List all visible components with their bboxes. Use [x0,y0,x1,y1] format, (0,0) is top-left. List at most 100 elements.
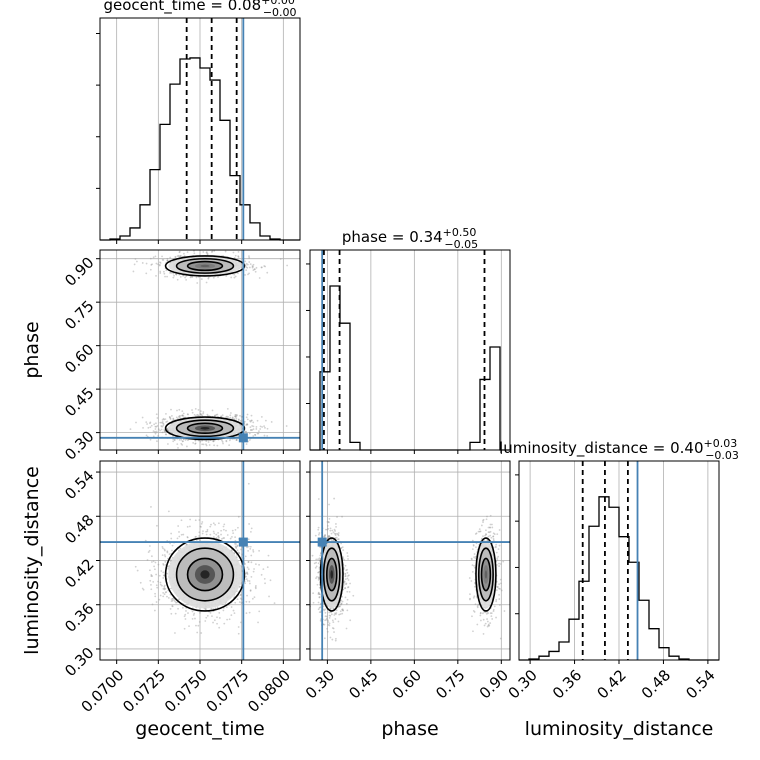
sample-point [200,525,202,528]
sample-point [191,275,193,278]
sample-point [217,534,220,537]
sample-point [332,627,335,630]
sample-point [206,528,209,531]
sample-point [218,536,220,539]
sample-point [166,259,169,262]
sample-point [254,270,257,273]
sample-point [346,590,349,593]
sample-point [163,588,166,591]
sample-point [159,581,162,584]
contour-line [175,547,235,602]
sample-point [259,425,262,428]
sample-point [244,582,247,585]
sample-point [155,425,158,428]
sample-point [327,619,329,622]
sample-point [234,414,237,416]
sample-point [175,273,178,276]
sample-point [315,558,318,561]
sample-point [263,577,266,580]
sample-point [201,521,204,523]
sample-point [345,582,348,585]
sample-point [248,272,250,275]
sample-point [179,415,182,417]
title-luminosity_distance: luminosity_distance = 0.40+0.03 −0.03 [499,437,739,462]
sample-point [259,428,262,430]
sample-point [230,606,233,608]
sample-point [329,636,332,639]
sample-point [345,569,348,572]
sample-point [250,554,253,557]
sample-point [268,595,270,598]
sample-point [239,597,242,600]
sample-point [250,575,253,578]
sample-point [149,422,151,425]
sample-point [319,606,322,609]
sample-point [163,272,166,275]
sample-point [319,611,322,614]
sample-point [206,413,209,416]
sample-point [255,426,258,428]
sample-point [246,266,249,269]
sample-point [200,522,203,525]
sample-point [162,595,165,598]
sample-point [478,528,481,531]
sample-point [317,571,320,574]
sample-point [175,416,178,419]
sample-point [171,599,174,602]
sample-point [172,417,175,420]
sample-point [245,266,247,268]
sample-point [171,597,174,600]
sample-point [498,565,500,567]
sample-point [345,602,348,605]
sample-point [247,273,249,276]
sample-point [185,275,188,277]
sample-point [178,255,181,258]
sample-point [495,600,498,603]
sample-point [345,583,347,586]
sample-point [324,611,327,614]
sample-point [327,623,330,626]
sample-point [317,526,320,529]
sample-point [313,562,316,565]
sample-point [258,563,260,566]
sample-point [240,565,243,568]
sample-point [217,522,220,525]
sample-point [248,266,251,269]
sample-point [207,277,210,280]
sample-point [134,258,137,260]
sample-point [170,408,172,411]
sample-point [200,632,203,634]
sample-point [176,443,179,446]
sample-point [180,519,183,522]
sample-point [247,482,250,485]
sample-point [250,419,253,422]
sample-point [246,579,249,582]
sample-point [252,425,255,428]
pair-geocent_time-luminosity_distance-content [100,461,300,660]
sample-point [331,627,334,629]
sample-point [317,528,320,531]
sample-point [164,588,167,590]
sample-point [191,409,193,411]
sample-point [202,251,205,253]
sample-point [173,599,176,601]
sample-point [485,529,487,532]
sample-point [233,273,236,276]
sample-point [150,264,153,266]
sample-point [237,418,240,421]
sample-point [318,586,321,589]
sample-point [178,415,181,417]
sample-point [166,259,169,262]
sample-point [235,547,238,549]
sample-point [154,255,157,258]
sample-point [226,534,229,536]
sample-point [328,624,331,627]
sample-point [166,551,169,554]
sample-point [348,574,350,577]
sample-point [343,581,346,583]
sample-point [202,530,204,533]
sample-point [206,614,209,617]
sample-point [161,584,163,587]
sample-point [149,426,152,429]
sample-point [206,253,209,256]
